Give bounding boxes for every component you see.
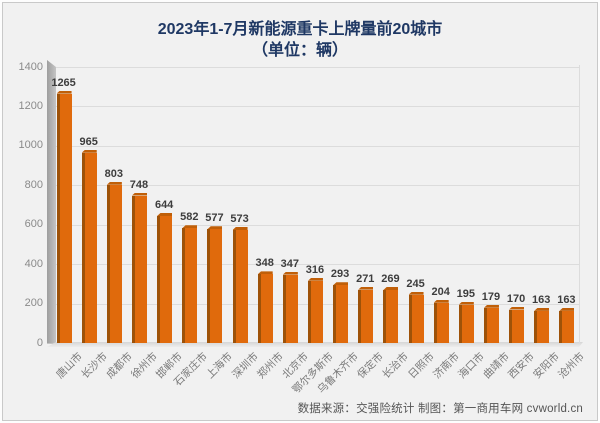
bar-slot: 748 徐州市: [126, 67, 160, 382]
bar-slot: 170 西安市: [504, 67, 537, 382]
y-axis-tick-label: 200: [24, 297, 43, 310]
bar-value-label: 170: [506, 292, 526, 305]
bar-slot: 965 长沙市: [76, 67, 110, 381]
bar-value-label: 748: [129, 178, 149, 191]
bar-value-label: 271: [356, 272, 375, 285]
bar-value-label: 348: [255, 257, 274, 270]
chart-3d-floor: [47, 342, 583, 347]
bar-slot: 573 深圳市: [227, 67, 261, 381]
y-axis-tick-label: 1200: [18, 99, 43, 112]
bar-value-label: 644: [154, 199, 174, 212]
y-axis-tick-label: 800: [24, 178, 43, 191]
bar-slot: 245 日照市: [403, 67, 437, 381]
gridline: [47, 264, 579, 266]
bar-slot: 316 鄂尔多斯市: [290, 67, 336, 396]
bar: [232, 230, 248, 343]
plot-right-border: [579, 65, 580, 343]
bar-value-label: 1265: [51, 76, 76, 89]
bar-slot: 163 沧州市: [554, 67, 588, 381]
bar-slot: 269 长治市: [378, 67, 412, 381]
bar: [307, 280, 323, 343]
y-axis-tick-label: 1400: [18, 60, 43, 73]
gridline: [47, 106, 579, 108]
bar-slot: 293 乌鲁木齐市: [315, 67, 361, 396]
bar-slot: 1265 唐山市: [51, 67, 84, 382]
bar: [534, 310, 550, 343]
bar-value-label: 269: [381, 272, 400, 285]
gridline: [47, 145, 579, 147]
bar-value-label: 573: [230, 213, 249, 226]
bar: [383, 289, 399, 343]
y-axis-tick-label: 400: [24, 257, 43, 270]
bar: [56, 93, 72, 343]
bar-slot: 163 安阳市: [529, 67, 562, 381]
bar: [81, 152, 97, 343]
bar-value-label: 204: [431, 285, 450, 298]
bar: [559, 310, 575, 343]
chart-title: 2023年1-7月新能源重卡上牌量前20城市: [157, 21, 443, 38]
y-axis-tick-label: 0: [36, 336, 43, 349]
bar-value-label: 245: [406, 277, 425, 290]
bar-value-label: 965: [79, 135, 98, 148]
bar-value-label: 347: [280, 257, 300, 270]
bar-value-label: 179: [481, 290, 501, 303]
bar-value-label: 195: [456, 287, 475, 300]
bar-slot: 347 北京市: [277, 67, 311, 382]
bar-series: 1265 唐山市 965 长沙市 803 成都市 748 徐州市 644 邯郸市 582 石家庄市 57…: [51, 67, 588, 396]
chart-title-block: 2023年1-7月新能源重卡上牌量前20城市 （单位：辆）: [3, 19, 597, 61]
gridline: [47, 67, 579, 68]
bar-slot: 348 郑州市: [252, 67, 286, 381]
bar: [106, 184, 122, 343]
bar-slot: 803 成都市: [101, 67, 135, 381]
y-axis-tick-label: 1000: [18, 139, 43, 152]
bar-value-label: 163: [532, 293, 551, 306]
bar-slot: 644 邯郸市: [152, 67, 185, 381]
bar: [182, 228, 198, 343]
y-axis-tick-label: 600: [24, 218, 43, 231]
bar: [433, 302, 449, 343]
bar-value-label: 582: [180, 211, 199, 224]
bar-value-label: 293: [330, 268, 350, 281]
bar: [358, 289, 374, 343]
bar-slot: 179 曲靖市: [478, 67, 512, 381]
chart-subtitle: （单位：辆）: [251, 42, 348, 59]
bar: [333, 285, 349, 343]
gridline: [47, 224, 579, 226]
bar-value-label: 316: [305, 263, 325, 276]
chart-3d-wall: [47, 60, 56, 343]
bar-value-label: 803: [104, 167, 124, 180]
bar: [207, 229, 223, 343]
bar-value-label: 163: [557, 293, 576, 306]
bar: [131, 195, 147, 343]
bar: [257, 274, 273, 343]
gridline: [47, 185, 579, 187]
bar: [509, 309, 525, 343]
bar-slot: 271 保定市: [353, 67, 386, 382]
bar: [282, 274, 298, 343]
bar-value-label: 577: [205, 212, 224, 225]
bar: [458, 304, 474, 343]
bar-slot: 204 济南市: [428, 67, 462, 381]
source-credit: 数据来源：交强险统计 制图：第一商用车网 cvworld.cn: [297, 403, 583, 415]
bar: [483, 307, 499, 343]
bar-slot: 577 上海市: [202, 67, 236, 381]
bar-slot: 582 石家庄市: [172, 67, 210, 388]
bar-slot: 195 海口市: [453, 67, 487, 382]
bar: [408, 294, 424, 343]
bar: [157, 216, 173, 343]
